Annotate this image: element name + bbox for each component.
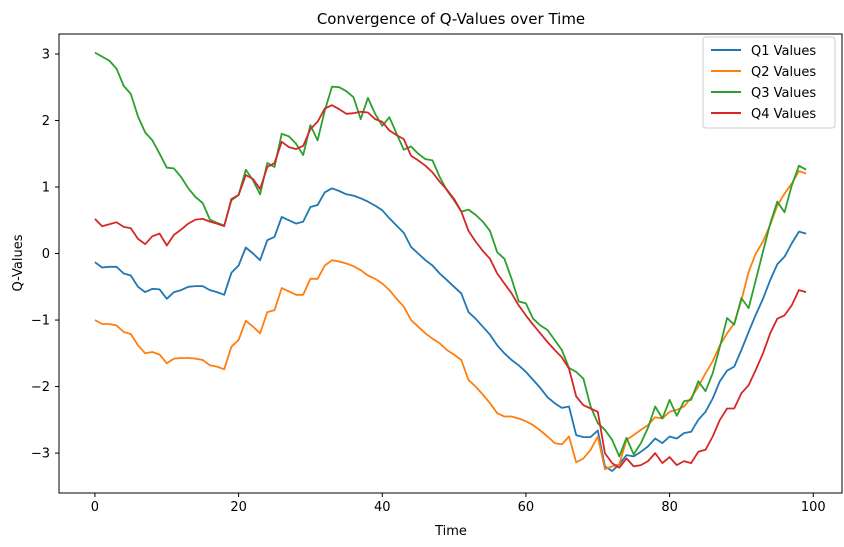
y-tick-label: 1 [42,181,50,196]
legend-label-q1: Q1 Values [751,44,816,59]
y-tick-label: −3 [31,447,50,462]
legend-label-q2: Q2 Values [751,65,816,80]
y-tick-label: 3 [42,47,50,62]
y-tick-label: −2 [31,380,50,395]
legend-frame [702,36,836,129]
series-lines [94,51,807,472]
series-line-q4 [94,104,807,469]
y-axis-label: Q-Values [11,234,26,291]
chart-title: Convergence of Q-Values over Time [317,10,585,28]
y-axis-ticks: −3 −2 −1 0 1 2 3 [31,47,59,462]
y-tick-label: −1 [31,314,50,329]
x-tick-label: 0 [91,500,99,515]
x-tick-label: 20 [230,500,247,515]
x-axis-ticks: 0 20 40 60 80 100 [91,493,826,515]
series-line-q2 [94,170,807,471]
x-tick-label: 60 [518,500,535,515]
plot-frame [58,33,843,494]
y-tick-label: 0 [42,247,50,262]
legend-label-q3: Q3 Values [751,86,816,101]
x-tick-label: 40 [374,500,391,515]
x-tick-label: 100 [801,500,826,515]
x-axis-label: Time [434,524,467,539]
x-tick-label: 80 [661,500,678,515]
legend-label-q4: Q4 Values [751,107,816,122]
series-line-q1 [94,187,807,472]
y-tick-label: 2 [42,114,50,129]
legend: Q1 Values Q2 Values Q3 Values Q4 Values [702,36,836,129]
